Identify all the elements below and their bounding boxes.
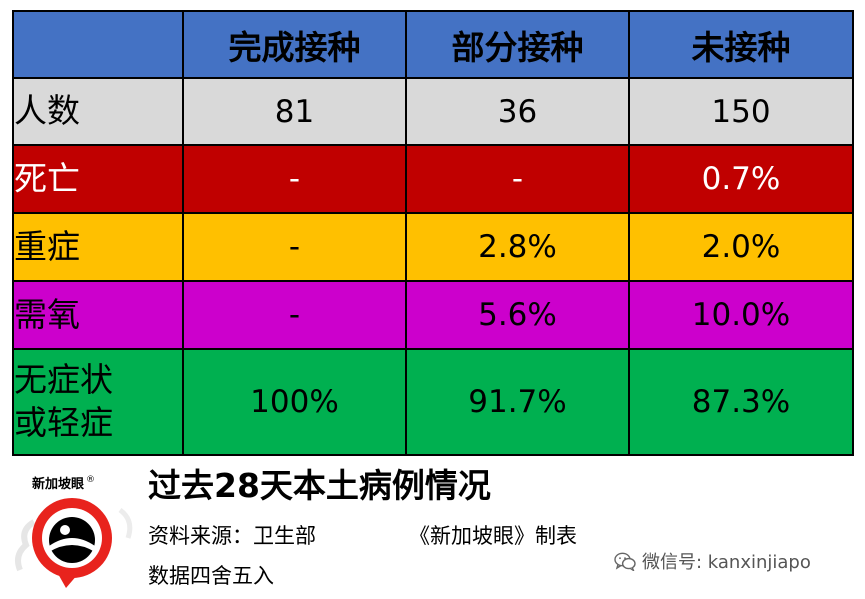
table-row-death: 死亡 - - 0.7%: [12, 144, 854, 214]
logo-text: 新加坡眼: [32, 476, 85, 492]
table-cell: 91.7%: [405, 348, 630, 456]
table-cell: 0.7%: [628, 144, 854, 214]
xinjiapo-eye-logo: 新加坡眼 ®: [15, 475, 133, 588]
table-row-count: 人数 81 36 150: [12, 77, 854, 146]
table-cell: 36: [405, 77, 630, 146]
table-cell: 81: [182, 77, 407, 146]
vaccination-outcome-table: 完成接种 部分接种 未接种 人数 81 36 150 死亡 - - 0.7% 重…: [12, 10, 854, 456]
table-row-severe: 重症 - 2.8% 2.0%: [12, 212, 854, 282]
table-cell: 5.6%: [405, 280, 630, 350]
wechat-id: 微信号: kanxinjiapo: [642, 552, 811, 573]
logo-registered-mark: ®: [86, 475, 95, 485]
row-label-death: 死亡: [12, 144, 184, 214]
header-corner: [12, 10, 184, 79]
row-label-oxygen: 需氧: [12, 280, 184, 350]
table-row-mild: 无症状 或轻症 100% 91.7% 87.3%: [12, 348, 854, 456]
chart-title: 过去28天本土病例情况: [148, 466, 491, 505]
table-cell: 100%: [182, 348, 407, 456]
wechat-watermark: 微信号: kanxinjiapo: [614, 548, 811, 574]
table-row-oxygen: 需氧 - 5.6% 10.0%: [12, 280, 854, 350]
row-label-count: 人数: [12, 77, 184, 146]
row-label-mild-line2: 或轻症: [14, 403, 113, 442]
data-source: 资料来源：卫生部: [148, 524, 316, 548]
table-cell: 10.0%: [628, 280, 854, 350]
header-partially-vaccinated: 部分接种: [405, 10, 630, 79]
wechat-icon: [614, 552, 636, 571]
header-unvaccinated: 未接种: [628, 10, 854, 79]
table-cell: -: [182, 280, 407, 350]
header-fully-vaccinated: 完成接种: [182, 10, 407, 79]
table-cell: -: [182, 212, 407, 282]
table-header-row: 完成接种 部分接种 未接种: [12, 10, 854, 79]
table-cell: 2.8%: [405, 212, 630, 282]
rounding-note: 数据四舍五入: [148, 564, 274, 588]
row-label-severe: 重症: [12, 212, 184, 282]
table-cell: 150: [628, 77, 854, 146]
table-cell: -: [182, 144, 407, 214]
table-maker: 《新加坡眼》制表: [409, 524, 577, 548]
row-label-mild-line1: 无症状: [14, 360, 113, 400]
table-cell: -: [405, 144, 630, 214]
row-label-mild: 无症状 或轻症: [12, 348, 184, 456]
table-cell: 2.0%: [628, 212, 854, 282]
table-cell: 87.3%: [628, 348, 854, 456]
